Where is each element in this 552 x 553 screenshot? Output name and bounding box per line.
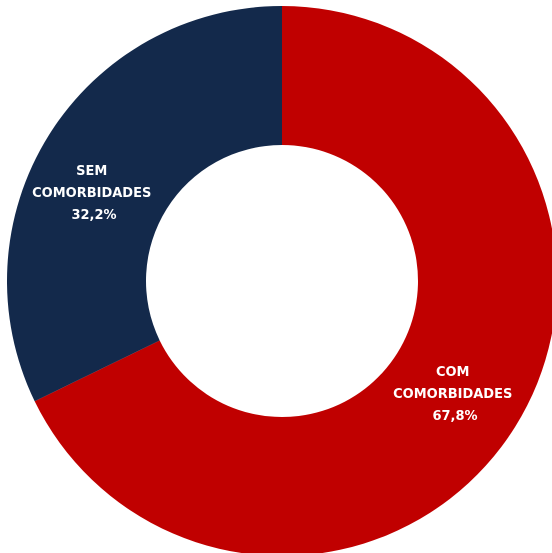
slice-label-sem-line1: SEM bbox=[76, 164, 107, 179]
slice-label-sem: SEM COMORBIDADES 32,2% bbox=[32, 164, 156, 223]
slice-sem bbox=[6, 6, 283, 402]
slice-com bbox=[34, 6, 552, 553]
slice-label-com-line2: COMORBIDADES bbox=[393, 387, 512, 402]
slice-label-sem-line2: COMORBIDADES bbox=[32, 186, 151, 201]
slice-value-sem: 32,2% bbox=[71, 208, 116, 223]
slice-label-com: COM COMORBIDADES 67,8% bbox=[393, 365, 517, 424]
slice-label-com-line1: COM bbox=[436, 365, 470, 380]
slice-value-com: 67,8% bbox=[432, 409, 477, 424]
slices-group bbox=[6, 6, 552, 553]
